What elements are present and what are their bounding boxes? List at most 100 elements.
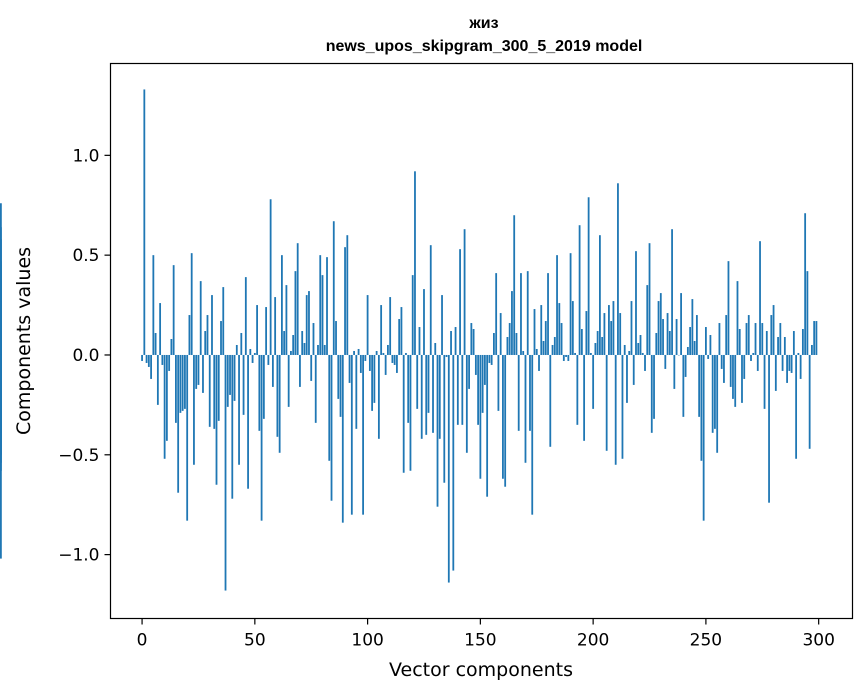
bar-109 bbox=[387, 344, 389, 355]
bar-213 bbox=[621, 354, 624, 459]
bar-190 bbox=[569, 253, 572, 355]
bar-undefined bbox=[0, 301, 2, 355]
bar-51 bbox=[256, 305, 258, 355]
bar-11 bbox=[165, 354, 168, 441]
bar-84 bbox=[330, 354, 333, 501]
bar-77 bbox=[314, 354, 317, 423]
bar-278 bbox=[768, 354, 770, 503]
bar-5 bbox=[152, 255, 155, 355]
bar-103 bbox=[373, 354, 376, 403]
bar-107 bbox=[382, 352, 385, 355]
x-tick-label: 300 bbox=[802, 631, 834, 651]
bar-23 bbox=[193, 354, 195, 465]
y-tick-label: 0.0 bbox=[72, 346, 99, 366]
bar-163 bbox=[508, 323, 511, 355]
bar-2 bbox=[145, 354, 148, 363]
bar-172 bbox=[529, 354, 531, 431]
bar-203 bbox=[599, 235, 601, 355]
bar-264 bbox=[736, 281, 739, 355]
bar-286 bbox=[786, 354, 788, 383]
bar-85 bbox=[332, 221, 335, 355]
x-tick-label: 150 bbox=[464, 631, 496, 651]
bar-29 bbox=[206, 315, 209, 355]
bar-235 bbox=[671, 229, 673, 355]
x-tick-label: 50 bbox=[244, 631, 266, 651]
bar-227 bbox=[653, 354, 655, 419]
bar-99 bbox=[364, 354, 367, 361]
bar-42 bbox=[235, 344, 238, 355]
bar-218 bbox=[632, 354, 635, 385]
bar-32 bbox=[213, 354, 216, 429]
bar-242 bbox=[686, 346, 689, 355]
bar-66 bbox=[290, 350, 292, 355]
bar-57 bbox=[269, 199, 272, 355]
bar-195 bbox=[580, 329, 583, 355]
bar-28 bbox=[204, 331, 207, 355]
bar-110 bbox=[389, 297, 392, 355]
bar-215 bbox=[626, 354, 628, 403]
x-tick-label: 100 bbox=[351, 631, 383, 651]
bar-266 bbox=[741, 354, 743, 403]
bar-26 bbox=[199, 281, 202, 355]
bar-262 bbox=[732, 354, 734, 399]
bar-273 bbox=[756, 354, 759, 371]
bar-231 bbox=[662, 319, 664, 355]
bar-176 bbox=[538, 354, 540, 371]
bar-148 bbox=[474, 354, 477, 375]
bar-199 bbox=[589, 352, 592, 355]
bar-272 bbox=[754, 323, 757, 355]
bar-7 bbox=[156, 354, 159, 405]
bar-45 bbox=[242, 354, 245, 415]
bar-104 bbox=[375, 350, 378, 355]
bar-151 bbox=[481, 354, 484, 413]
bar-222 bbox=[641, 352, 644, 355]
bar-171 bbox=[526, 271, 529, 355]
bar-3 bbox=[147, 354, 150, 367]
bar-245 bbox=[693, 341, 696, 355]
bar-263 bbox=[734, 354, 737, 407]
bar-230 bbox=[659, 293, 662, 355]
bar-271 bbox=[752, 352, 755, 355]
bar-288 bbox=[790, 354, 793, 373]
bar-234 bbox=[668, 331, 671, 355]
bar-291 bbox=[797, 352, 800, 355]
bar-205 bbox=[603, 313, 606, 355]
bar-120 bbox=[411, 275, 414, 355]
bar-48 bbox=[249, 348, 252, 355]
bar-248 bbox=[700, 354, 703, 461]
bar-82 bbox=[326, 257, 328, 355]
x-axis: 0 50 100 150 200 250 300 bbox=[137, 618, 835, 651]
bar-14 bbox=[172, 265, 175, 355]
bar-267 bbox=[743, 354, 746, 379]
bar-1 bbox=[143, 89, 146, 355]
bar-56 bbox=[267, 354, 270, 365]
bar-122 bbox=[416, 354, 419, 409]
bar-100 bbox=[366, 295, 369, 355]
bar-285 bbox=[783, 337, 786, 355]
bar-184 bbox=[556, 255, 558, 355]
bar-108 bbox=[384, 354, 387, 375]
bar-275 bbox=[761, 323, 764, 355]
bar-123 bbox=[418, 327, 421, 355]
bar-127 bbox=[427, 354, 430, 413]
y-tick-label: 1.0 bbox=[72, 146, 99, 166]
bar-201 bbox=[594, 343, 597, 355]
bar-58 bbox=[271, 354, 274, 387]
bar-78 bbox=[317, 344, 319, 355]
bar-65 bbox=[287, 354, 290, 407]
bar-157 bbox=[495, 273, 498, 355]
bar-89 bbox=[341, 354, 344, 523]
bar-256 bbox=[718, 323, 721, 355]
bar-155 bbox=[490, 354, 493, 365]
x-tick-label: 200 bbox=[577, 631, 609, 651]
x-tick-label: 250 bbox=[690, 631, 722, 651]
y-tick-label: 0.5 bbox=[72, 246, 99, 266]
bar-102 bbox=[371, 354, 374, 411]
bar-211 bbox=[617, 183, 619, 355]
bar-279 bbox=[770, 315, 773, 355]
bar-254 bbox=[714, 354, 716, 429]
bar-94 bbox=[353, 350, 355, 355]
bar-252 bbox=[709, 335, 712, 355]
bar-281 bbox=[774, 354, 777, 391]
bar-6 bbox=[154, 333, 157, 355]
